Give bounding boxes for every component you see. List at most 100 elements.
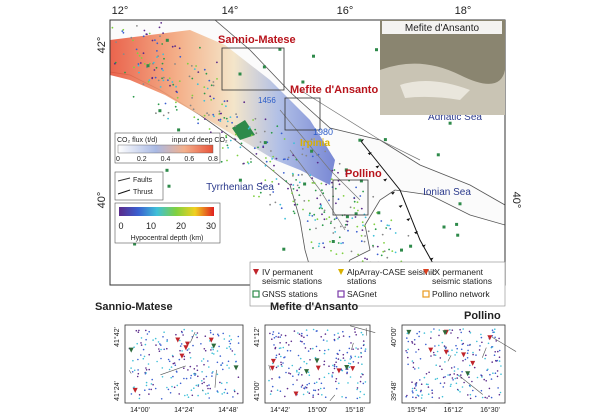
seismic-dot — [499, 391, 502, 394]
seismic-dot — [333, 334, 336, 336]
seismic-dot — [294, 199, 296, 201]
seismic-dot — [425, 383, 428, 386]
seismic-dot — [454, 354, 456, 356]
seismic-dot — [330, 249, 332, 252]
seismic-dot — [461, 343, 464, 346]
seismic-dot — [335, 357, 338, 360]
seismic-dot — [288, 372, 290, 374]
seismic-dot — [349, 206, 352, 209]
seismic-dot — [322, 339, 325, 341]
seismic-dot — [372, 245, 375, 248]
seismic-dot — [174, 364, 177, 367]
seismic-dot — [166, 347, 168, 350]
seismic-dot — [240, 142, 243, 145]
station-dot — [354, 212, 358, 216]
thrust-tooth — [414, 231, 419, 235]
seismic-dot — [132, 39, 134, 42]
seismic-dot — [310, 241, 313, 244]
seismic-dot — [475, 354, 477, 356]
station-symbol — [269, 365, 275, 371]
seismic-dot — [361, 260, 364, 263]
seismic-dot — [359, 380, 362, 383]
seismic-dot — [212, 348, 214, 351]
seismic-dot — [203, 348, 206, 350]
seismic-dot — [485, 354, 487, 357]
seismic-dot — [498, 337, 500, 340]
lon-label: 18° — [455, 5, 472, 17]
seismic-dot — [136, 342, 138, 345]
seismic-dot — [327, 348, 330, 351]
seismic-dot — [195, 333, 197, 336]
seismic-dot — [474, 395, 477, 398]
seismic-dot — [161, 367, 164, 369]
seismic-dot — [438, 329, 441, 331]
seismic-dot — [472, 351, 474, 354]
seismic-dot — [335, 253, 338, 256]
station-symbol — [304, 369, 310, 375]
seismic-dot — [208, 366, 210, 368]
seismic-dot — [345, 396, 347, 399]
seismic-dot — [168, 368, 171, 371]
seismic-dot — [456, 347, 459, 350]
seismic-dot — [292, 210, 295, 213]
seismic-dot — [413, 343, 416, 346]
legend-title: Hypocentral depth (km) — [131, 235, 204, 242]
fault-line — [268, 364, 271, 371]
seismic-dot — [430, 331, 432, 333]
seismic-dot — [157, 79, 160, 82]
seismic-dot — [208, 128, 211, 130]
seismic-dot — [178, 80, 181, 82]
seismic-dot — [188, 348, 190, 350]
seismic-dot — [268, 379, 270, 382]
seismic-dot — [292, 383, 294, 386]
inset-lon-label: 15°18' — [345, 406, 365, 414]
seismic-dot — [338, 162, 341, 165]
seismic-dot — [348, 362, 350, 365]
seismic-dot — [290, 183, 292, 186]
seismic-dot — [122, 31, 125, 34]
seismic-dot — [335, 217, 338, 220]
seismic-dot — [162, 79, 165, 82]
seismic-dot — [243, 101, 246, 104]
seismic-dot — [217, 333, 219, 336]
seismic-dot — [345, 173, 347, 175]
seismic-dot — [290, 340, 293, 343]
seismic-dot — [386, 224, 389, 227]
seismic-dot — [137, 331, 140, 334]
seismic-dot — [411, 387, 414, 390]
seismic-dot — [357, 356, 360, 358]
seismic-dot — [355, 347, 357, 349]
seismic-dot — [148, 388, 150, 391]
seismic-dot — [227, 360, 230, 363]
seismic-dot — [423, 376, 426, 379]
seismic-dot — [372, 234, 375, 237]
seismic-dot — [217, 334, 220, 337]
seismic-dot — [148, 353, 150, 356]
seismic-dot — [331, 169, 334, 172]
seismic-dot — [338, 183, 341, 186]
fault-legend: Faults Thrust — [114, 171, 164, 201]
seismic-dot — [315, 345, 318, 348]
seismic-dot — [318, 349, 321, 352]
seismic-dot — [333, 218, 336, 221]
station-dot — [345, 215, 349, 219]
seismic-dot — [325, 183, 327, 186]
seismic-dot — [306, 383, 309, 386]
seismic-dot — [170, 376, 172, 379]
seismic-dot — [321, 213, 323, 216]
seismic-dot — [389, 228, 392, 230]
seismic-dot — [439, 357, 442, 359]
seismic-dot — [302, 393, 305, 396]
seismic-dot — [263, 130, 266, 133]
colorbar-tick: 0.4 — [161, 156, 171, 163]
seismic-dot — [467, 344, 469, 347]
seismic-dot — [407, 363, 409, 366]
seismic-dot — [342, 357, 345, 359]
seismic-dot — [338, 349, 341, 352]
seismic-dot — [356, 225, 359, 228]
seismic-dot — [480, 333, 482, 336]
seismic-dot — [415, 351, 417, 353]
fault-line — [329, 394, 336, 401]
seismic-dot — [278, 347, 281, 350]
seismic-dot — [484, 357, 486, 360]
